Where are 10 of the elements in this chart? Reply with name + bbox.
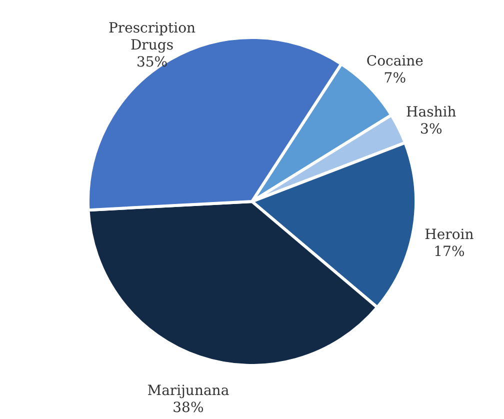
data-label: 7% [384, 70, 406, 87]
data-label: 3% [420, 122, 442, 138]
slice-label: Cocaine [366, 54, 424, 70]
slice-label: Heroin [424, 226, 474, 243]
data-label: 38% [172, 400, 204, 416]
data-label: 35% [136, 54, 168, 70]
slice-label: Marijunana [147, 383, 230, 400]
slice-label: Prescription Drugs [108, 20, 196, 54]
slice-label: Hashih [406, 104, 456, 121]
data-label: 17% [434, 244, 465, 260]
